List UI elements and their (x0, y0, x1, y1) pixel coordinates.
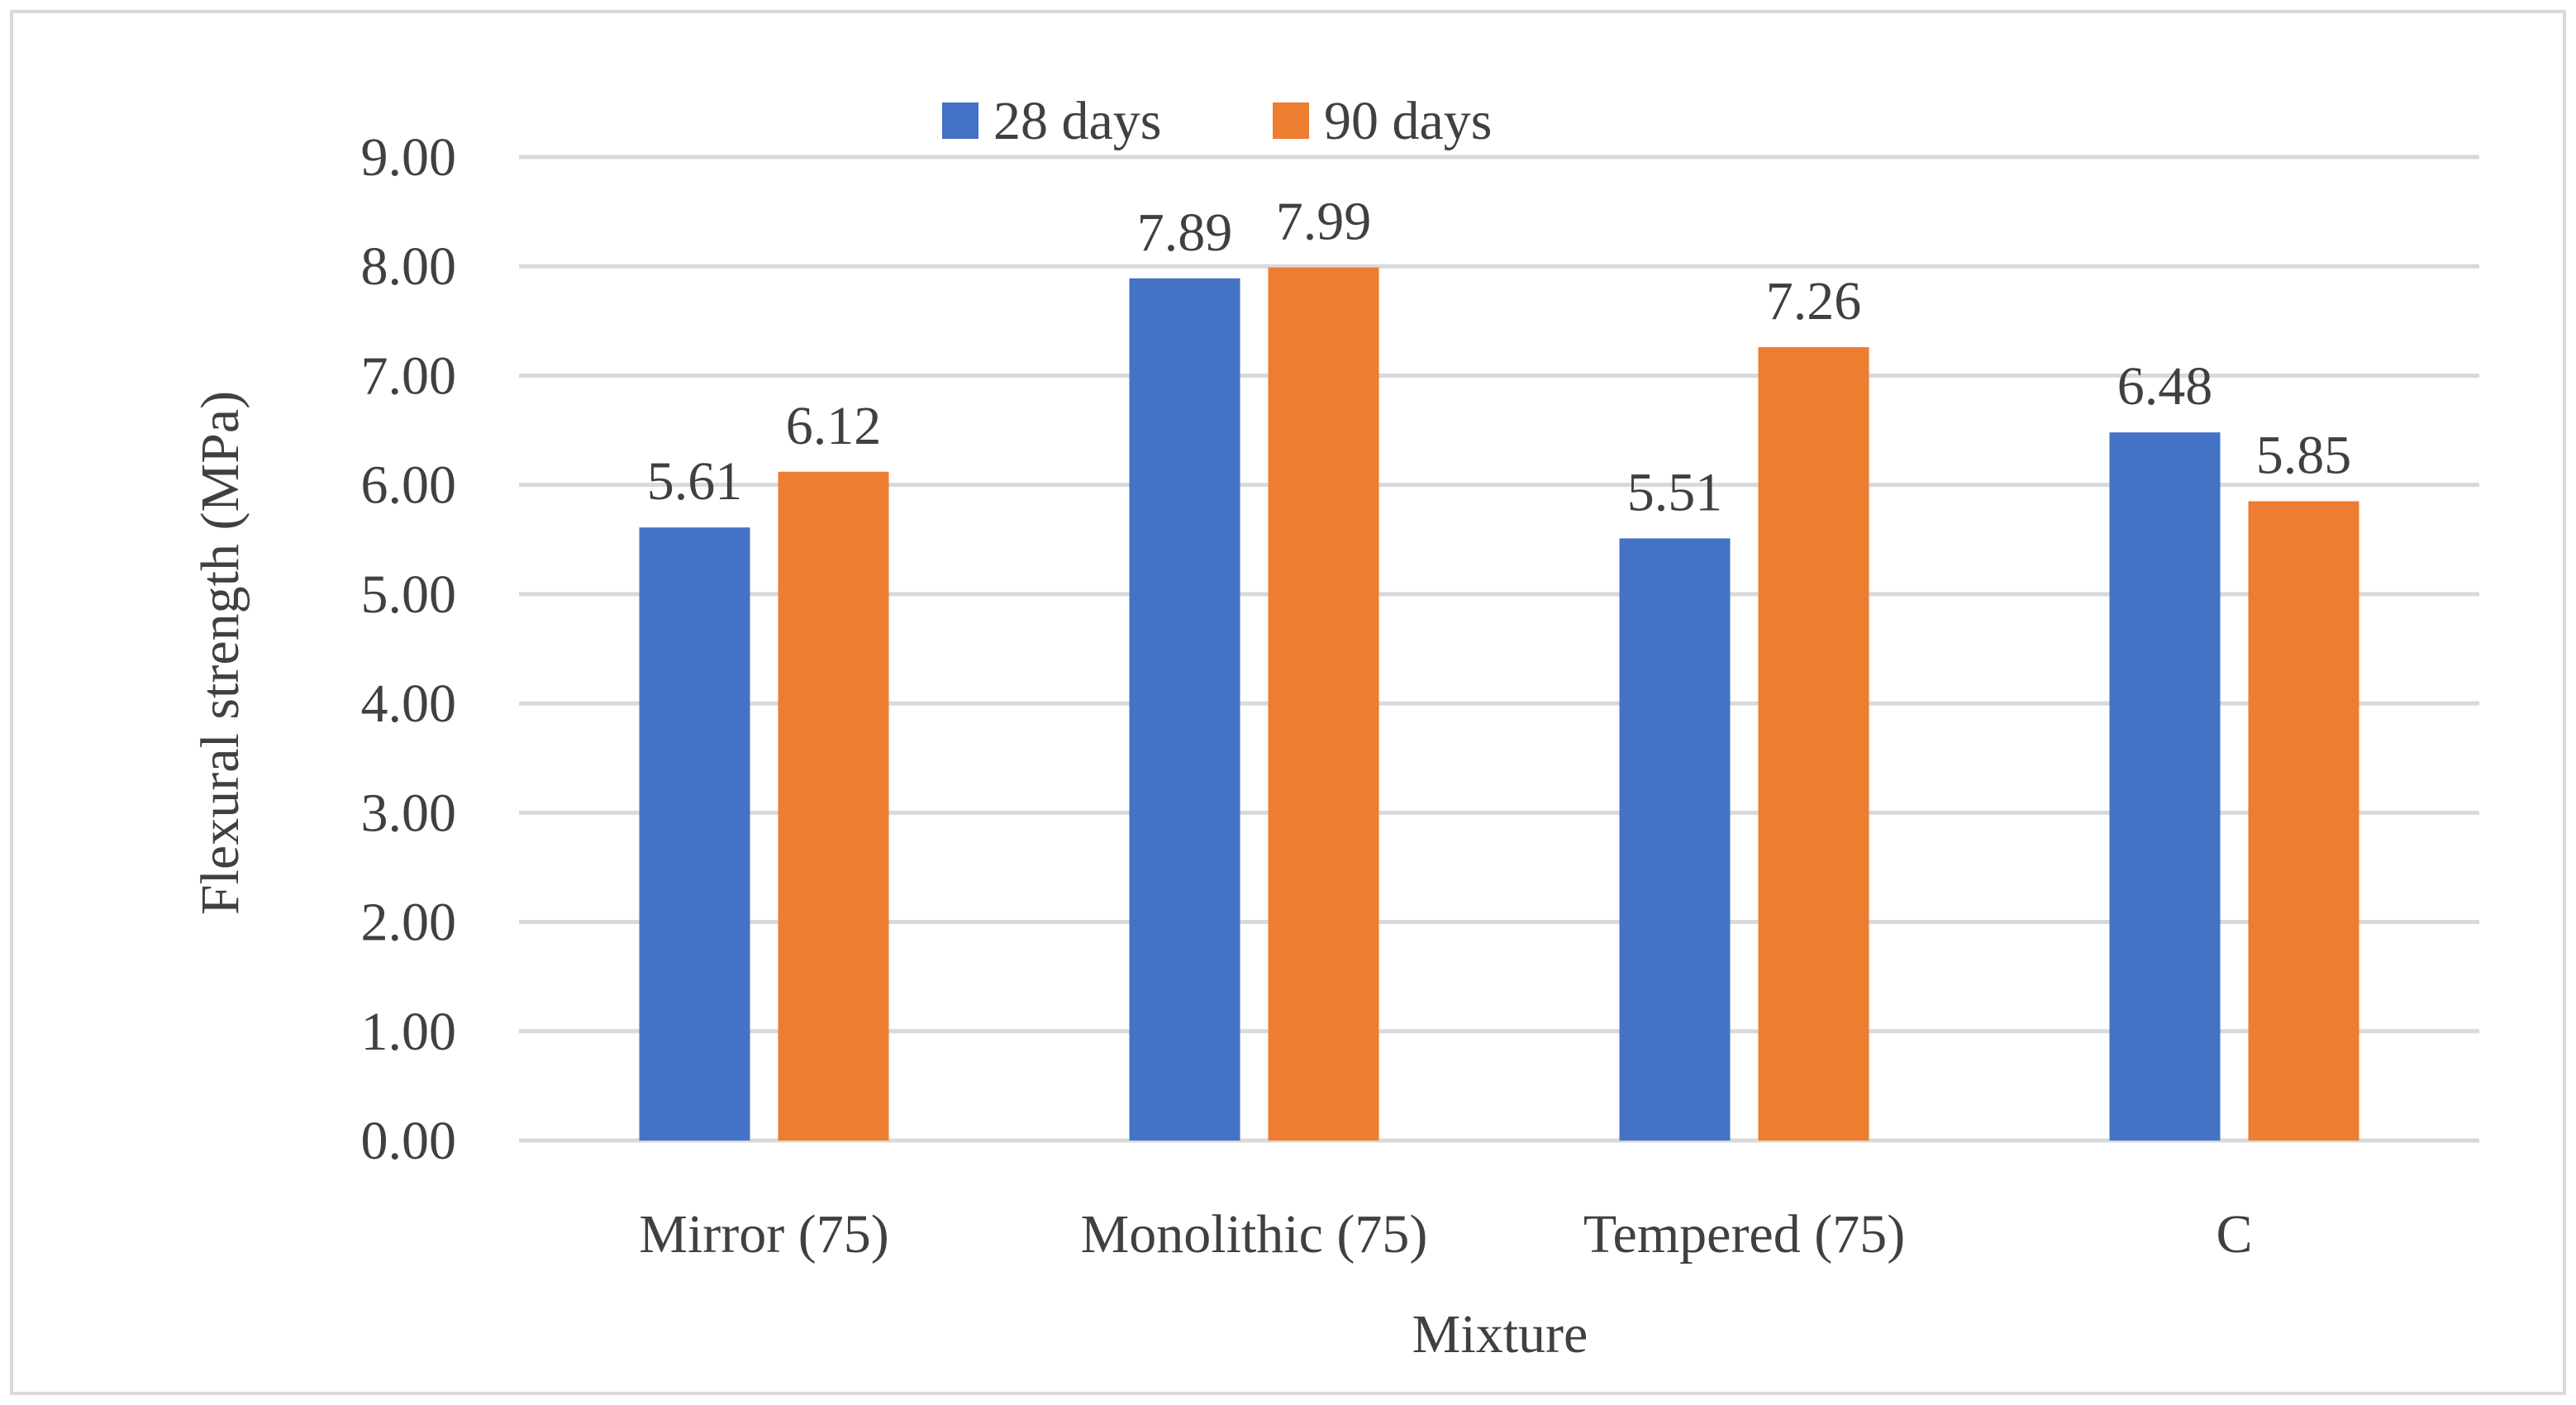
bar-series-1 (2109, 432, 2221, 1141)
x-axis-categories: Mirror (75) Monolithic (75) Tempered (75) C (639, 1204, 2252, 1264)
y-tick-label: 3.00 (361, 783, 457, 843)
legend: 28 days 90 days (942, 91, 1492, 151)
bar-series-1 (1619, 538, 1731, 1141)
bars (639, 267, 2359, 1141)
legend-swatch (942, 102, 978, 139)
data-label: 5.51 (1627, 462, 1723, 522)
bar-series-2 (778, 471, 889, 1141)
data-label: 5.61 (647, 451, 743, 512)
data-label: 5.85 (2256, 426, 2352, 486)
data-label: 7.89 (1137, 202, 1233, 263)
y-tick-label: 4.00 (361, 674, 457, 734)
data-label: 6.48 (2117, 356, 2213, 417)
x-category-label: C (2216, 1204, 2252, 1264)
data-labels: 5.61 6.12 7.89 7.99 5.51 7.26 6.48 5.85 (647, 192, 2352, 523)
y-tick-label: 6.00 (361, 455, 457, 516)
y-tick-label: 7.00 (361, 345, 457, 406)
y-tick-label: 8.00 (361, 236, 457, 297)
x-category-label: Tempered (75) (1583, 1204, 1905, 1264)
y-axis-title: Flexural strength (MPa) (190, 391, 250, 915)
legend-label: 28 days (993, 91, 1161, 151)
y-tick-label: 5.00 (361, 564, 457, 625)
y-tick-label: 1.00 (361, 1002, 457, 1062)
x-axis-title: Mixture (1412, 1304, 1588, 1365)
y-tick-label: 9.00 (361, 127, 457, 188)
x-category-label: Mirror (75) (639, 1204, 888, 1264)
x-category-label: Monolithic (75) (1081, 1204, 1428, 1264)
bar-series-2 (1268, 267, 1379, 1141)
data-label: 6.12 (786, 396, 882, 456)
y-axis-ticks: 0.00 1.00 2.00 3.00 4.00 5.00 6.00 7.00 8.00 9.00 (361, 127, 457, 1171)
legend-swatch (1273, 102, 1309, 139)
data-label: 7.26 (1766, 271, 1862, 331)
legend-label: 90 days (1324, 91, 1492, 151)
data-label: 7.99 (1276, 192, 1372, 252)
y-tick-label: 2.00 (361, 893, 457, 953)
bar-series-2 (1758, 347, 1869, 1141)
bar-series-1 (1129, 278, 1240, 1141)
bar-series-2 (2248, 501, 2359, 1141)
bar-series-1 (639, 527, 750, 1141)
y-tick-label: 0.00 (361, 1111, 457, 1171)
